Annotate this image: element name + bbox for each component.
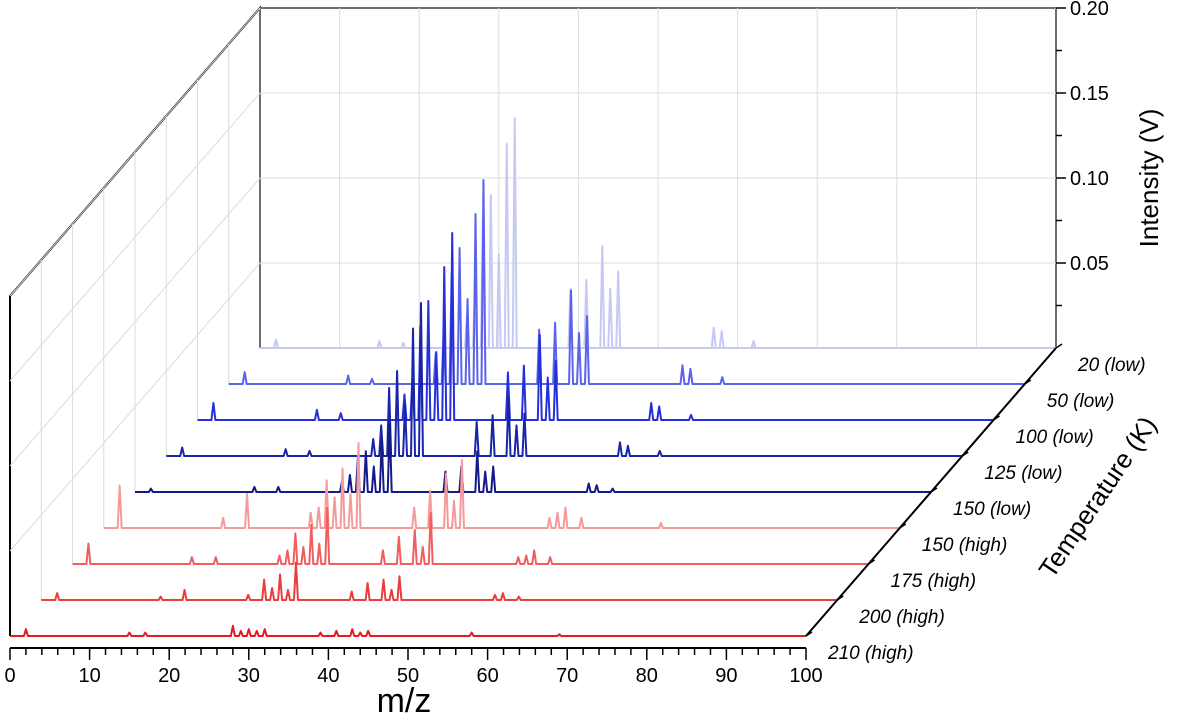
temp-label-125-low-: 125 (low) [984, 463, 1062, 484]
x-tick-label: 60 [476, 665, 498, 687]
temp-label-20-low-: 20 (low) [1077, 355, 1146, 376]
x-tick-label: 50 [397, 665, 419, 687]
x-tick-label: 0 [4, 665, 15, 687]
series-layer [10, 117, 1056, 637]
z-tick-label: 0.15 [1070, 83, 1109, 105]
plot-frame [9, 5, 1057, 636]
temp-label-175-high-: 175 (high) [891, 571, 977, 592]
z-tick-label: 0.20 [1070, 0, 1109, 20]
series-line-150-low- [135, 423, 931, 493]
axes-layer: 20 (low) 50 (low) 100 (low) 125 (low) 150 (l… [4, 0, 1145, 687]
temp-tick [1055, 343, 1063, 349]
series-line-100-low- [197, 232, 994, 421]
temp-label-100-low-: 100 (low) [1016, 427, 1094, 448]
x-tick-label: 80 [636, 665, 658, 687]
temp-label-150-low-: 150 (low) [953, 499, 1031, 520]
x-tick-label: 90 [715, 665, 737, 687]
temp-label-210-high-: 210 (high) [827, 643, 914, 664]
x-tick-label: 100 [789, 665, 822, 687]
x-tick-label: 20 [158, 665, 180, 687]
z-tick-label: 0.10 [1070, 168, 1109, 190]
z-axis-title: Intensity (V) [1134, 109, 1164, 248]
temp-label-200-high-: 200 (high) [858, 607, 945, 628]
series-line-50-low- [228, 179, 1025, 385]
series-line-150-high- [103, 442, 900, 529]
series-line-20-low- [260, 117, 1056, 349]
z-tick-label: 0.05 [1070, 253, 1109, 275]
series-line-200-high- [41, 561, 838, 601]
series-line-210-high- [10, 624, 806, 637]
series-line-125-low- [166, 302, 963, 457]
temp-label-50-low-: 50 (low) [1047, 391, 1115, 412]
x-tick-label: 70 [556, 665, 578, 687]
temp-label-150-high-: 150 (high) [922, 535, 1008, 556]
x-axis-title: m/z [377, 682, 432, 717]
x-tick-label: 40 [317, 665, 339, 687]
x-tick-label: 30 [238, 665, 260, 687]
x-tick-label: 10 [78, 665, 100, 687]
back-wall-grid [9, 7, 1057, 600]
depth-axis-line [805, 347, 1057, 637]
series-line-175-high- [72, 506, 869, 565]
